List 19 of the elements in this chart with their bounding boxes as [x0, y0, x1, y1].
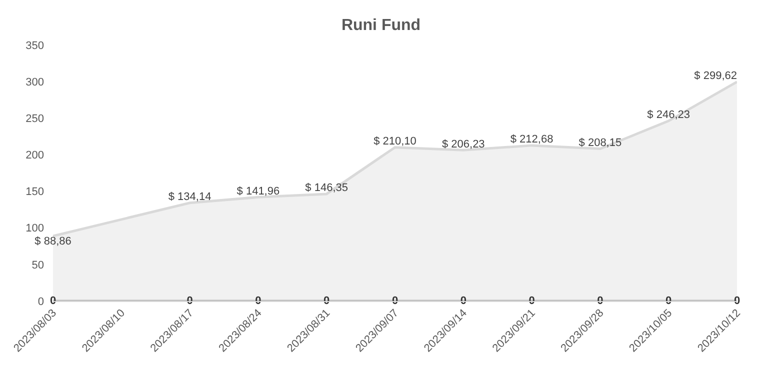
y-tick-label: 0 — [38, 296, 44, 308]
data-label: $ 212,68 — [510, 134, 554, 146]
data-label: $ 208,15 — [578, 137, 622, 149]
y-tick-label: 350 — [26, 40, 44, 52]
data-label: $ 210,10 — [374, 136, 416, 148]
y-tick-label: 150 — [26, 186, 44, 198]
data-label: $ 134,14 — [168, 191, 212, 204]
data-label: $ 206,23 — [442, 138, 485, 150]
data-label: $ 146,35 — [305, 182, 348, 194]
y-tick-label: 300 — [26, 76, 44, 88]
chart-title: Runi Fund — [341, 17, 421, 34]
data-label: $ 299,62 — [694, 70, 737, 82]
y-tick-label: 100 — [26, 222, 44, 235]
data-label: $ 246,23 — [647, 109, 690, 122]
data-label: $ 88,86 — [34, 235, 72, 248]
y-tick-label: 250 — [26, 112, 44, 125]
data-label: $ 141,96 — [236, 185, 280, 198]
y-tick-label: 50 — [32, 259, 44, 272]
y-tick-label: 200 — [26, 150, 44, 162]
